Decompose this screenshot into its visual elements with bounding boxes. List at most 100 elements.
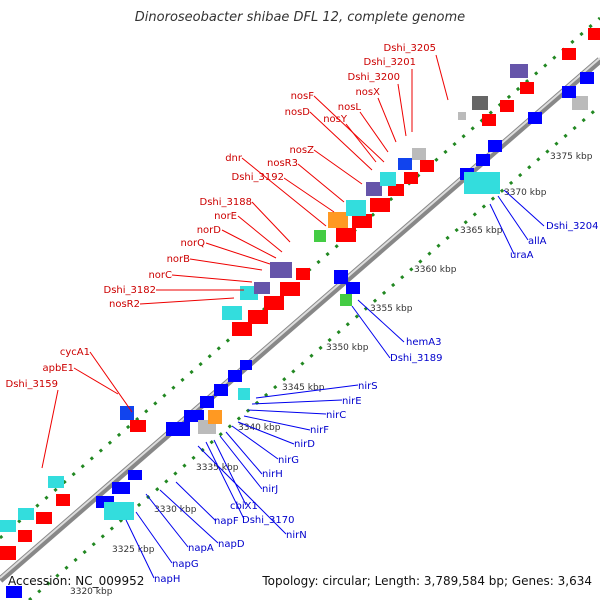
gene-block[interactable] — [130, 420, 146, 432]
gene-block[interactable] — [336, 228, 356, 242]
gene-block[interactable] — [380, 172, 396, 186]
gene-block[interactable] — [6, 586, 22, 598]
gene-label[interactable]: allA — [528, 236, 547, 247]
gene-label[interactable]: norC — [148, 270, 172, 281]
gene-block[interactable] — [222, 306, 242, 320]
gene-block[interactable] — [240, 360, 252, 370]
gene-label[interactable]: nirE — [342, 396, 362, 407]
gene-block[interactable] — [572, 96, 588, 110]
gene-block[interactable] — [472, 96, 488, 110]
gene-label[interactable]: napG — [172, 559, 199, 570]
gene-block[interactable] — [128, 470, 142, 480]
gene-label[interactable]: nosD — [285, 107, 311, 118]
gene-label[interactable]: nosZ — [289, 145, 314, 156]
gene-label[interactable]: norQ — [181, 238, 206, 249]
gene-label[interactable]: Dshi_3188 — [200, 197, 252, 208]
gene-block[interactable] — [370, 198, 390, 212]
gene-label[interactable]: napD — [218, 539, 245, 550]
gene-block[interactable] — [270, 262, 292, 278]
gene-block[interactable] — [580, 72, 594, 84]
gene-label[interactable]: nirC — [326, 410, 346, 421]
gene-block[interactable] — [208, 410, 222, 424]
gene-block[interactable] — [56, 494, 70, 506]
gene-block[interactable] — [314, 230, 326, 242]
gene-label[interactable]: nirD — [294, 439, 315, 450]
gene-block[interactable] — [296, 268, 310, 280]
gene-block[interactable] — [36, 512, 52, 524]
gene-label[interactable]: norE — [214, 211, 237, 222]
gene-block[interactable] — [482, 114, 496, 126]
gene-block[interactable] — [510, 64, 528, 78]
gene-block[interactable] — [404, 172, 418, 184]
gene-block[interactable] — [346, 200, 366, 216]
gene-block[interactable] — [588, 28, 600, 40]
gene-block[interactable] — [458, 112, 466, 120]
gene-label[interactable]: Dshi_3189 — [390, 353, 442, 364]
gene-block[interactable] — [264, 296, 284, 310]
gene-block[interactable] — [112, 482, 130, 494]
gene-label[interactable]: napH — [154, 574, 180, 585]
gene-block[interactable] — [520, 82, 534, 94]
gene-block[interactable] — [420, 160, 434, 172]
gene-label[interactable]: nosX — [355, 87, 380, 98]
gene-label[interactable]: Dshi_3192 — [232, 172, 284, 183]
gene-label[interactable]: Dshi_3204 — [546, 221, 598, 232]
gene-label[interactable]: nosR3 — [267, 158, 298, 169]
gene-label[interactable]: apbE1 — [42, 363, 74, 374]
gene-block[interactable] — [232, 322, 252, 336]
gene-block[interactable] — [562, 86, 576, 98]
gene-block[interactable] — [412, 148, 426, 160]
gene-block[interactable] — [18, 530, 32, 542]
gene-label[interactable]: nosR2 — [109, 299, 140, 310]
gene-block[interactable] — [48, 476, 64, 488]
gene-block[interactable] — [18, 508, 34, 520]
gene-block[interactable] — [280, 282, 300, 296]
gene-label[interactable]: napA — [188, 543, 214, 554]
gene-block[interactable] — [0, 520, 16, 532]
gene-block[interactable] — [228, 370, 242, 382]
gene-label[interactable]: napF — [214, 516, 239, 527]
gene-label[interactable]: Dshi_3200 — [348, 72, 400, 83]
gene-block[interactable] — [488, 140, 502, 152]
gene-block[interactable] — [366, 182, 382, 196]
gene-label[interactable]: Dshi_3205 — [384, 43, 436, 54]
gene-label[interactable]: Dshi_3159 — [6, 379, 58, 390]
gene-block[interactable] — [240, 286, 258, 300]
gene-block[interactable] — [166, 422, 190, 436]
gene-block[interactable] — [340, 294, 352, 306]
gene-block[interactable] — [398, 158, 412, 170]
gene-label[interactable]: norB — [167, 254, 191, 265]
gene-block[interactable] — [334, 270, 348, 284]
gene-block[interactable] — [500, 100, 514, 112]
gene-block[interactable] — [464, 172, 500, 194]
gene-label[interactable]: norD — [197, 225, 222, 236]
gene-block[interactable] — [528, 112, 542, 124]
gene-block[interactable] — [254, 282, 270, 294]
gene-block[interactable] — [0, 546, 16, 560]
gene-block[interactable] — [104, 502, 134, 520]
gene-label[interactable]: nirN — [286, 530, 307, 541]
gene-block[interactable] — [352, 214, 372, 228]
gene-block[interactable] — [238, 388, 250, 400]
gene-block[interactable] — [200, 396, 214, 408]
gene-label[interactable]: nirJ — [262, 484, 278, 495]
gene-label[interactable]: nosY — [323, 114, 348, 125]
gene-label[interactable]: Dshi_3170 — [242, 515, 294, 526]
gene-block[interactable] — [388, 184, 404, 196]
gene-block[interactable] — [214, 384, 228, 396]
gene-label[interactable]: nirH — [262, 469, 283, 480]
gene-label[interactable]: Dshi_3182 — [104, 285, 156, 296]
gene-label[interactable]: cycA1 — [60, 347, 90, 358]
gene-label[interactable]: cbiX1 — [230, 501, 258, 512]
gene-block[interactable] — [184, 410, 204, 422]
gene-block[interactable] — [562, 48, 576, 60]
gene-block[interactable] — [248, 310, 268, 324]
gene-label[interactable]: hemA3 — [406, 337, 441, 348]
gene-block[interactable] — [346, 282, 360, 294]
gene-label[interactable]: nirS — [358, 381, 378, 392]
gene-label[interactable]: uraA — [510, 250, 534, 261]
gene-label[interactable]: nirF — [310, 425, 329, 436]
gene-block[interactable] — [328, 212, 348, 228]
gene-label[interactable]: nosL — [338, 102, 362, 113]
gene-label[interactable]: nosF — [291, 91, 315, 102]
